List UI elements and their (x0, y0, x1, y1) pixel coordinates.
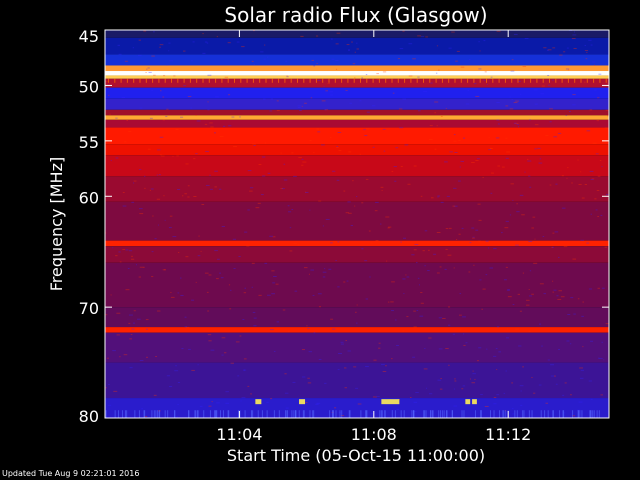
frequency-band (105, 115, 609, 120)
y-tick-label: 55 (79, 133, 99, 152)
frequency-band (105, 240, 609, 247)
frequency-band (105, 262, 609, 308)
frequency-band (105, 37, 609, 55)
frequency-band (105, 109, 609, 116)
frequency-band (105, 332, 609, 363)
frequency-band (105, 307, 609, 328)
chart-title: Solar radio Flux (Glasgow) (224, 3, 487, 27)
frequency-band (105, 127, 609, 145)
x-axis: 11:04 11:08 11:12 (216, 30, 531, 444)
frequency-band (105, 75, 609, 79)
plot-frame (104, 29, 610, 419)
y-tick-label: 50 (79, 77, 99, 96)
x-tick-label: 11:04 (216, 425, 262, 444)
frequency-band (105, 78, 609, 88)
frequency-band (105, 246, 609, 263)
frequency-band (105, 398, 609, 418)
y-tick-label: 80 (79, 407, 99, 426)
frequency-band (105, 65, 609, 72)
heatmap-plot-area (105, 30, 609, 418)
y-axis-label: Frequency [MHz] (47, 157, 66, 291)
updated-timestamp: Updated Tue Aug 9 02:21:01 2016 (2, 469, 140, 478)
y-tick-label: 60 (79, 188, 99, 207)
frequency-band (105, 144, 609, 156)
frequency-band (105, 119, 609, 128)
frequency-band (105, 201, 609, 241)
x-tick-label: 11:08 (351, 425, 397, 444)
x-axis-label: Start Time (05-Oct-15 11:00:00) (227, 446, 485, 465)
frequency-band (105, 176, 609, 202)
frequency-band (105, 87, 609, 99)
frequency-band (105, 155, 609, 177)
y-axis: 45 50 55 60 70 80 (79, 27, 609, 426)
frequency-band (105, 98, 609, 110)
frequency-band (105, 71, 609, 76)
x-tick-label: 11:12 (485, 425, 531, 444)
spectrogram-texture (105, 30, 609, 418)
y-tick-label: 45 (79, 27, 99, 46)
frequency-band (105, 30, 609, 38)
frequency-band (105, 327, 609, 333)
frequency-band (105, 54, 609, 66)
y-tick-label: 70 (79, 299, 99, 318)
frequency-band (105, 362, 609, 399)
